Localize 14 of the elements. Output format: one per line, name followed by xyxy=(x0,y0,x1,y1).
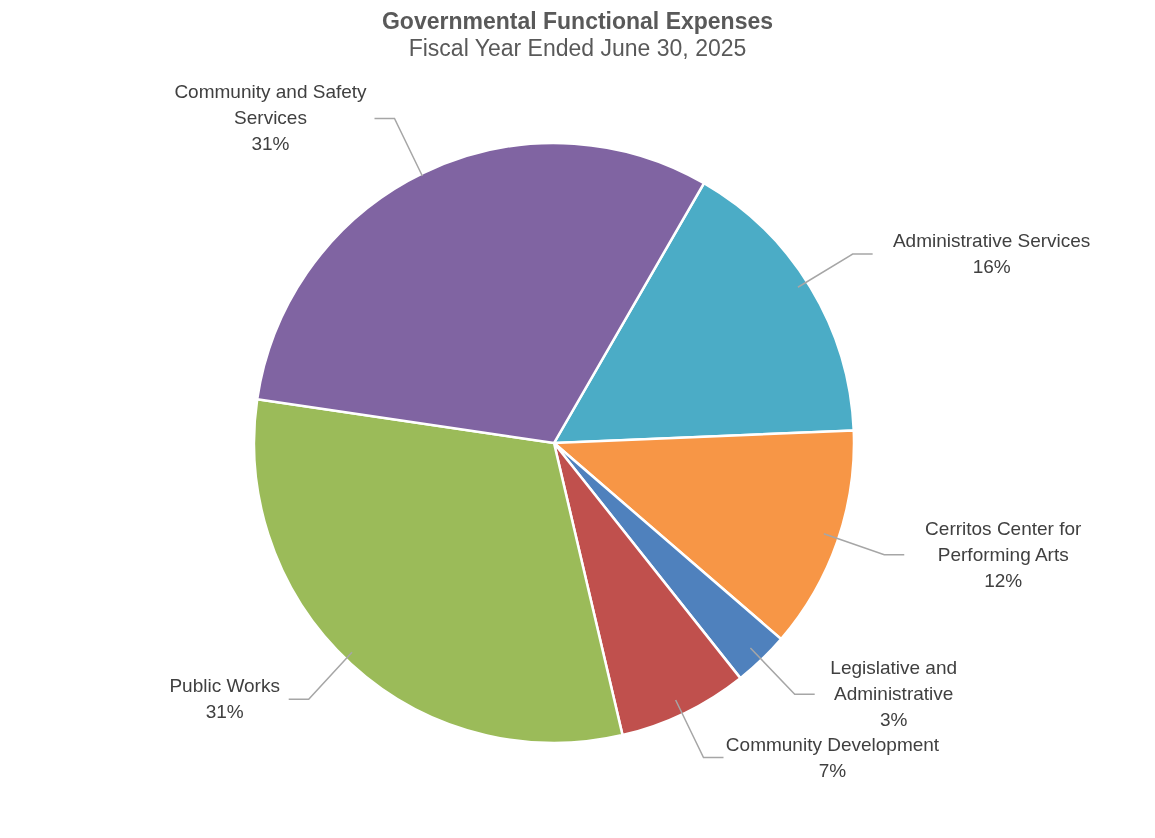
data-label: 7% xyxy=(818,759,847,781)
data-label: 12% xyxy=(984,569,1023,591)
slice-label: Administrative Services xyxy=(892,230,1091,252)
slice-label: Community and Safety Services xyxy=(174,81,368,129)
data-label: 31% xyxy=(205,701,244,723)
data-label: 16% xyxy=(972,256,1011,278)
data-label: 31% xyxy=(251,133,290,155)
slice-label: Cerritos Center for Performing Arts xyxy=(925,517,1083,565)
data-label: 3% xyxy=(879,709,908,731)
slice-label: Community Development xyxy=(725,733,940,755)
chart-subtitle: Fiscal Year Ended June 30, 2025 xyxy=(407,35,748,62)
slice-label: Legislative and Administrative xyxy=(830,657,958,705)
slice-label: Public Works xyxy=(169,675,280,697)
chart-title: Governmental Functional Expenses xyxy=(380,8,775,35)
